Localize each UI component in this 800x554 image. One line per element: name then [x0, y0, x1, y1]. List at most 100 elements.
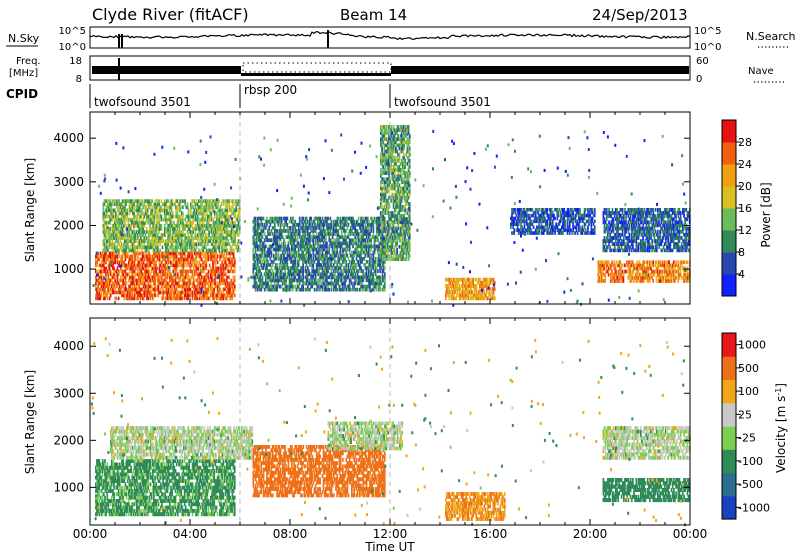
- echo-cell: [190, 214, 192, 219]
- echo-cell: [123, 293, 126, 298]
- echo-cell: [140, 275, 143, 280]
- echo-cell: [103, 242, 106, 247]
- echo-cell: [227, 281, 229, 286]
- echo-cell: [108, 202, 110, 207]
- echo-cell: [238, 227, 241, 231]
- echo-cell: [131, 293, 134, 298]
- echo-cell: [259, 260, 261, 264]
- echo-cell: [193, 242, 196, 247]
- echo-cell: [212, 205, 215, 210]
- echo-cell: [225, 217, 227, 222]
- echo-cell: [183, 239, 185, 243]
- echo-cell: [219, 281, 221, 286]
- echo-cell: [192, 230, 194, 234]
- echo-cell: [223, 227, 225, 231]
- echo-cell: [169, 227, 172, 231]
- echo-cell: [122, 284, 124, 289]
- echo-cell: [268, 229, 271, 233]
- echo-cell: [155, 223, 158, 228]
- echo-cell: [109, 227, 111, 231]
- echo-cell: [121, 214, 124, 219]
- echo-cell: [268, 278, 271, 283]
- echo-cell: [131, 275, 134, 280]
- echo-cell: [138, 239, 141, 243]
- echo-cell: [137, 242, 140, 247]
- echo-cell: [194, 272, 196, 277]
- echo-cell: [157, 287, 160, 292]
- echo-cell: [102, 214, 105, 219]
- echo-cell: [255, 269, 258, 273]
- echo-cell: [183, 296, 186, 301]
- echo-cell: [272, 284, 275, 289]
- echo-cell: [254, 238, 257, 243]
- echo-cell: [218, 248, 221, 253]
- echo-cell: [123, 254, 126, 259]
- echo-cell: [173, 296, 176, 301]
- echo-cell: [109, 217, 111, 222]
- echo-cell: [221, 236, 224, 240]
- echo-cell: [163, 263, 165, 268]
- echo-cell: [110, 263, 113, 268]
- echo-cell: [216, 211, 218, 216]
- echo-cell: [233, 230, 235, 234]
- echo-cell: [133, 236, 135, 240]
- echo-cell: [267, 275, 269, 280]
- echo-cell: [118, 208, 121, 213]
- echo-cell: [270, 244, 273, 249]
- echo-cell: [124, 242, 126, 247]
- echo-cell: [259, 287, 261, 292]
- echo-cell: [178, 199, 181, 203]
- echo-cell: [167, 242, 169, 247]
- echo-cell: [265, 266, 267, 270]
- echo-cell: [167, 239, 169, 243]
- echo-cell: [151, 236, 154, 240]
- echo-cell: [134, 278, 137, 283]
- echo-cell: [162, 296, 164, 301]
- echo-cell: [127, 242, 130, 247]
- echo-cell: [96, 269, 98, 274]
- echo-cell: [211, 275, 213, 280]
- echo-cell: [198, 211, 200, 216]
- echo-cell: [216, 230, 218, 234]
- echo-cell: [108, 260, 111, 265]
- echo-cell: [216, 266, 219, 271]
- echo-cell: [145, 227, 148, 231]
- echo-cell: [229, 208, 232, 213]
- echo-cell: [180, 211, 183, 216]
- echo-cell: [130, 296, 132, 301]
- echo-cell: [148, 220, 150, 225]
- nave-tick-bottom: 0: [696, 74, 702, 85]
- echo-cell: [95, 263, 97, 268]
- echo-cell: [310, 253, 312, 258]
- echo-cell: [276, 272, 278, 277]
- echo-cell: [121, 245, 124, 250]
- echo-cell: [110, 236, 113, 240]
- echo-cell: [126, 211, 129, 216]
- echo-cell: [111, 239, 114, 243]
- echo-cell: [117, 296, 120, 301]
- echo-cell: [120, 223, 123, 228]
- echo-cell: [151, 293, 154, 298]
- echo-cell: [222, 287, 225, 292]
- echo-cell: [104, 248, 107, 253]
- echo-cell: [108, 239, 110, 243]
- echo-cell: [178, 242, 181, 247]
- echo-cell: [108, 278, 111, 283]
- echo-cell: [257, 232, 259, 236]
- echo-cell: [112, 251, 114, 256]
- echo-cell: [98, 296, 101, 301]
- echo-cell: [188, 275, 190, 280]
- echo-cell: [204, 266, 206, 271]
- echo-cell: [109, 287, 112, 292]
- echo-cell: [175, 281, 178, 286]
- echo-cell: [271, 278, 274, 283]
- echo-cell: [130, 275, 132, 280]
- echo-cell: [133, 284, 136, 289]
- echo-cell: [190, 239, 192, 243]
- echo-cell: [146, 269, 148, 274]
- echo-cell: [109, 242, 111, 247]
- echo-cell: [226, 242, 229, 247]
- echo-cell: [138, 205, 141, 210]
- echo-cell: [213, 254, 216, 259]
- echo-cell: [152, 230, 155, 234]
